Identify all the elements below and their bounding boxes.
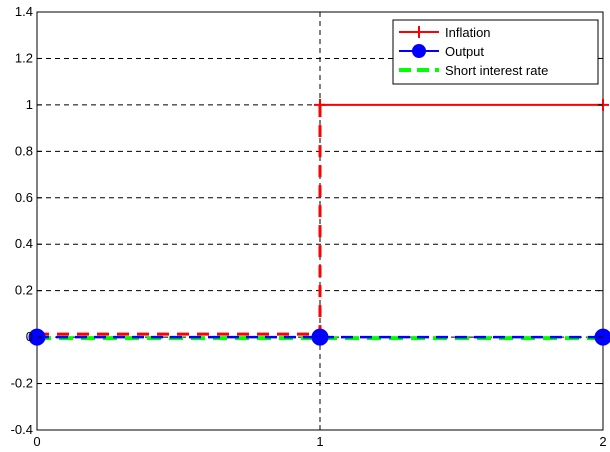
plot-area [28, 98, 610, 346]
y-tick-label: 0.6 [15, 190, 33, 205]
y-tick-label: 0.4 [15, 236, 33, 251]
legend-label: Output [445, 44, 484, 59]
legend-swatch-output [412, 44, 426, 58]
x-tick-label: 1 [316, 434, 323, 449]
y-tick-label: 1.2 [15, 50, 33, 65]
x-tick-label: 0 [33, 434, 40, 449]
x-axis: 0 1 2 [33, 12, 607, 449]
y-tick-label: 0 [26, 329, 33, 344]
y-tick-label: 0.8 [15, 143, 33, 158]
y-tick-label: -0.4 [11, 422, 33, 437]
x-tick-label: 2 [599, 434, 606, 449]
legend-label: Inflation [445, 25, 491, 40]
legend-label: Short interest rate [445, 63, 548, 78]
output-point [311, 328, 329, 346]
y-tick-label: 1.4 [15, 4, 33, 19]
y-tick-label: 1 [26, 97, 33, 112]
y-tick-label: -0.2 [11, 376, 33, 391]
y-axis: -0.4 -0.2 0 0.2 0.4 0.6 0.8 1 1.2 1.4 [11, 4, 603, 437]
y-tick-label: 0.2 [15, 283, 33, 298]
legend: Inflation Output Short interest rate [392, 19, 599, 85]
